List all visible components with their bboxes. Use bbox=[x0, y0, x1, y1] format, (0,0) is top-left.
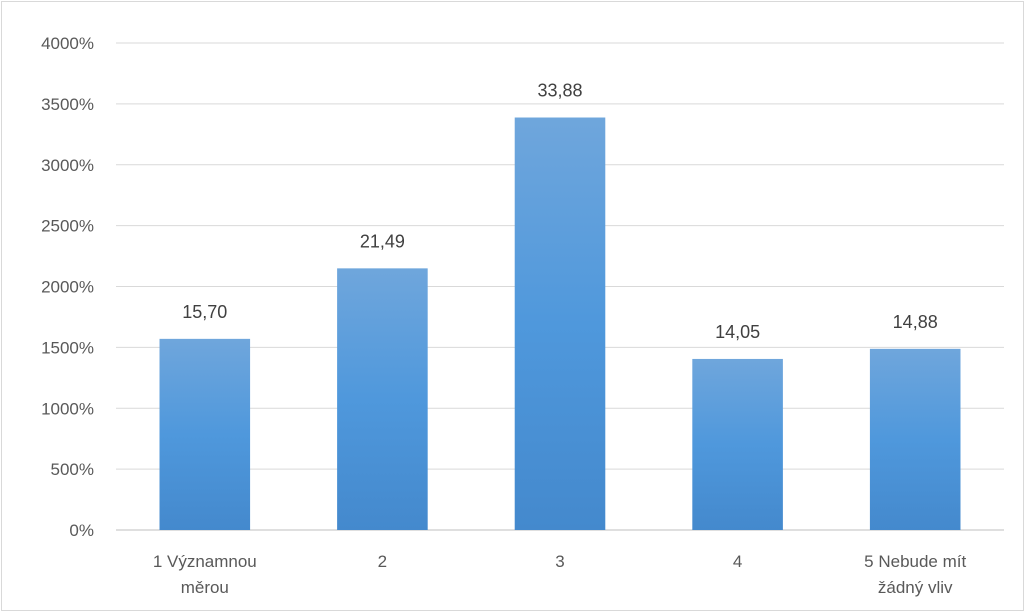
y-tick-label: 3000% bbox=[41, 156, 94, 175]
bar bbox=[337, 268, 428, 530]
x-axis: 1 Významnou měrou 2 3 4 5 Nebude mít žádný vli… bbox=[153, 552, 967, 597]
data-label: 21,49 bbox=[360, 231, 405, 251]
y-tick-label: 4000% bbox=[41, 34, 94, 53]
y-tick-label: 1000% bbox=[41, 399, 94, 418]
y-tick-label: 2500% bbox=[41, 217, 94, 236]
data-labels: 15,70 21,49 33,88 14,05 14,88 bbox=[182, 81, 937, 342]
bar bbox=[514, 117, 606, 531]
y-tick-label: 1500% bbox=[41, 338, 94, 357]
bar bbox=[869, 348, 961, 530]
y-axis: 0% 500% 1000% 1500% 2000% 2500% 3000% 3500% 4000… bbox=[41, 34, 94, 540]
category-label: žádný vliv bbox=[878, 578, 953, 597]
category-label: 4 bbox=[733, 552, 742, 571]
bar bbox=[159, 338, 251, 530]
y-tick-label: 500% bbox=[51, 460, 94, 479]
data-label: 14,05 bbox=[715, 322, 760, 342]
data-label: 15,70 bbox=[182, 302, 227, 322]
category-label: měrou bbox=[181, 578, 229, 597]
bars bbox=[159, 117, 961, 531]
category-label: 2 bbox=[378, 552, 387, 571]
bar bbox=[692, 358, 783, 530]
y-tick-label: 2000% bbox=[41, 278, 94, 297]
data-label: 14,88 bbox=[893, 312, 938, 332]
category-label: 3 bbox=[555, 552, 564, 571]
y-tick-label: 0% bbox=[69, 521, 94, 540]
category-label: 1 Významnou bbox=[153, 552, 257, 571]
data-label: 33,88 bbox=[537, 81, 582, 101]
category-label: 5 Nebude mít bbox=[864, 552, 966, 571]
y-tick-label: 3500% bbox=[41, 95, 94, 114]
